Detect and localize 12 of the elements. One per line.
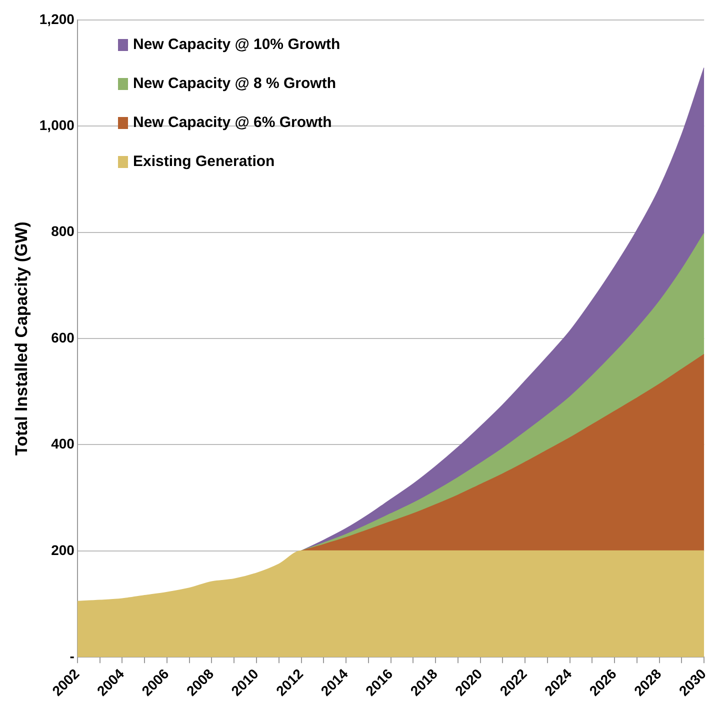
y-tick-label: 200 [51, 542, 75, 558]
legend-label: New Capacity @ 6% Growth [133, 114, 332, 131]
y-tick-label: 1,200 [39, 10, 75, 27]
legend-label: Existing Generation [133, 153, 275, 170]
y-tick-label: 400 [51, 436, 75, 452]
legend-label: New Capacity @ 10% Growth [133, 36, 340, 53]
y-tick-label: 800 [51, 223, 75, 240]
legend-label: New Capacity @ 8 % Growth [133, 75, 336, 92]
y-axis-title: Total Installed Capacity (GW) [12, 222, 31, 456]
y-tick-label: 1,000 [39, 117, 75, 134]
y-tick-label: - [70, 648, 75, 664]
y-tick-label: 600 [51, 329, 75, 346]
